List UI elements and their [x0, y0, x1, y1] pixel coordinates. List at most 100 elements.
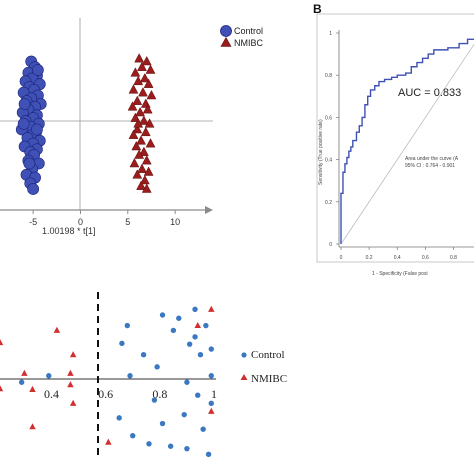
panel-a-control-point — [18, 98, 31, 110]
panel-c-control-point — [159, 420, 166, 427]
panel-a-nmibc-point — [138, 146, 149, 156]
panel-b-frame — [316, 13, 474, 263]
panel-c-x-tick-label: 0.8 — [152, 387, 167, 401]
legend-control-marker — [220, 25, 232, 37]
panel-c-control-point — [186, 341, 193, 347]
panel-c-nmibc-point — [0, 338, 4, 346]
panel-a-control-point — [31, 123, 43, 136]
panel-a-nmibc-point — [146, 89, 157, 100]
panel-a-nmibc-point — [140, 98, 151, 108]
panel-a-nmibc-point — [145, 64, 156, 74]
panel-c-x-tick-label: 0.6 — [98, 387, 113, 401]
panel-c-control-point — [205, 451, 212, 458]
panel-b-y-axis-label: Sensitivity (True positive rate) — [318, 119, 324, 185]
panel-c-nmibc-point — [208, 407, 215, 414]
panel-c-nmibc-point — [29, 385, 36, 393]
panel-c-control-point — [197, 352, 204, 358]
panel-a-nmibc-point — [132, 169, 143, 179]
panel-a-nmibc-point — [133, 118, 144, 128]
panel-c-control-point — [208, 400, 214, 406]
legend-c-control-label: Control — [251, 349, 285, 361]
panel-a-x-tick-label: 10 — [170, 217, 180, 227]
panel-a-nmibc-point — [141, 55, 152, 66]
panel-c-nmibc-point — [0, 385, 4, 392]
panel-c-control-point — [184, 445, 190, 452]
panel-c-control-point — [208, 373, 214, 379]
panel-a-nmibc-point — [140, 126, 151, 137]
panel-a-x-tick-label: -5 — [29, 217, 37, 227]
panel-b-y-tick-label: 0.4 — [325, 158, 332, 164]
panel-c-nmibc-point — [69, 399, 77, 406]
panel-b-y-tick-label: 0.2 — [325, 200, 332, 206]
panel-a-control-point — [27, 183, 40, 195]
panel-c-nmibc-point — [29, 423, 36, 430]
panel-b-y-tick-label: 0.6 — [325, 115, 332, 121]
panel-a-nmibc-point — [135, 106, 146, 117]
panel-a-control-point — [31, 64, 44, 76]
panel-b-x-tick-label: 0 — [340, 255, 343, 261]
panel-a-legend: Control NMIBC — [220, 25, 264, 48]
panel-b-reference-line — [340, 43, 474, 245]
panel-a-nmibc-point — [132, 95, 143, 105]
panel-b-note-line-2: 95% CI : 0.764 - 0.901 — [405, 163, 455, 169]
panel-b-x-axis-label: 1 - Specificity (False posi — [372, 271, 428, 277]
panel-c-control-point — [140, 352, 147, 358]
panel-a-nmibc-point — [136, 180, 146, 190]
panel-a-nmibc-point — [127, 101, 138, 111]
panel-b-x-tick-label: 0.8 — [450, 255, 457, 261]
panel-a-nmibc-point — [132, 123, 143, 134]
panel-a-x-tick-label: 0 — [78, 217, 83, 227]
panel-c-nmibc-point — [105, 438, 112, 445]
panel-a-nmibc-point — [133, 75, 144, 86]
panel-c-control-point — [195, 392, 201, 398]
panel-b-roc-curve — [340, 38, 474, 244]
panel-a-nmibc-point — [137, 163, 147, 173]
panel-c-control-point — [167, 443, 174, 449]
panel-c-nmibc-point — [53, 326, 61, 333]
panel-a-nmibc-point — [134, 149, 145, 159]
panel-b-label: B — [313, 2, 322, 16]
panel-a-nmibc-point — [141, 155, 152, 165]
panel-b-x-tick-label: 0.6 — [422, 255, 429, 261]
panel-a-nmibc-point — [130, 67, 141, 77]
panel-a-nmibc-point — [143, 166, 154, 176]
legend-c-nmibc-label: NMIBC — [251, 373, 287, 385]
panel-c-control-point — [192, 334, 198, 340]
panel-a-nmibc-point — [142, 104, 153, 114]
panel-c-control-point — [154, 364, 160, 370]
panel-c-control-point — [124, 322, 131, 329]
panel-a-nmibc-point — [136, 135, 146, 145]
panel-c-control-point — [151, 397, 158, 403]
panel-c-control-point — [184, 379, 190, 385]
panel-c-nmibc-point — [21, 369, 28, 376]
panel-c-control-point — [176, 315, 182, 321]
panel-a-nmibc-point — [139, 174, 150, 185]
panel-b-note-line-1: Area under the curve (A — [405, 156, 459, 162]
panel-a-nmibc-point — [129, 157, 140, 168]
panel-b-x-tick-label: 0.2 — [366, 255, 373, 261]
panel-b-y-tick-label: 1 — [329, 31, 332, 37]
panel-c-legend: Control NMIBC — [240, 349, 287, 385]
panel-c-control-point — [200, 426, 206, 432]
legend-nmibc-marker — [220, 36, 232, 47]
panel-a-nmibc-point — [138, 87, 148, 97]
panel-a-nmibc-point — [128, 129, 139, 139]
panel-a-nmibc-point — [138, 115, 149, 125]
panel-c-control-point — [192, 306, 198, 313]
legend-c-control-marker — [241, 352, 247, 358]
panel-c-control-point — [146, 441, 152, 447]
panel-c-control-point — [119, 340, 125, 347]
panel-c-control-point — [127, 373, 133, 379]
panel-c-control-point — [181, 411, 187, 418]
panel-b-y-tick-label: 0 — [329, 242, 332, 248]
panel-c-nmibc-point — [67, 381, 74, 388]
legend-control-label: Control — [234, 26, 263, 36]
panel-c-control-point — [130, 433, 136, 439]
panel-c-control-point — [116, 415, 122, 421]
panel-a-nmibc-point — [128, 84, 139, 94]
panel-a-nmibc-point — [144, 118, 155, 128]
panel-a-control-point — [23, 157, 36, 170]
panel-b-x-tick-label: 0.4 — [394, 255, 401, 261]
panel-c-x-tick-label: 0.4 — [44, 387, 59, 401]
